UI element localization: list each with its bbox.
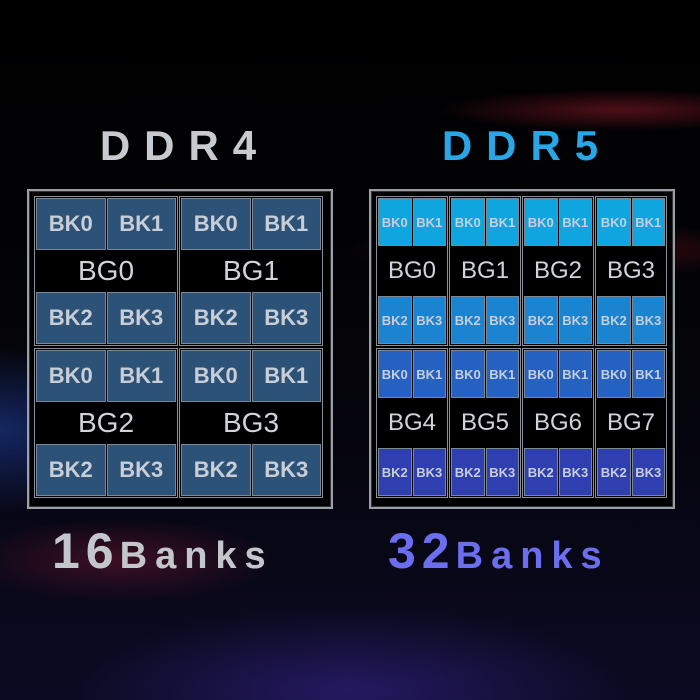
bank-bk2: BK2: [36, 444, 106, 496]
bank-group-label: BG2: [77, 407, 135, 438]
ddr4-bank-count-number: 16: [52, 523, 120, 579]
bank-group-bg0: BK0 BK1 BK2 BK3 BG0: [376, 196, 448, 346]
bank-bk3: BK3: [412, 448, 446, 496]
bank-bk2: BK2: [181, 292, 251, 344]
ddr5-bank-count-number: 32: [388, 523, 456, 579]
bank-group-label: BG5: [460, 409, 510, 436]
ddr4-bank-count: 16Banks: [52, 522, 274, 580]
bank-bk0: BK0: [36, 198, 106, 250]
bank-bk0: BK0: [451, 198, 485, 246]
bank-group-bg5: BK0 BK1 BK2 BK3 BG5: [449, 348, 521, 498]
bank-bk3: BK3: [106, 292, 176, 344]
bank-bk1: BK1: [251, 198, 321, 250]
bank-bk2: BK2: [378, 296, 412, 344]
bank-group-label: BG6: [533, 409, 583, 436]
bank-bk2: BK2: [451, 448, 485, 496]
bank-bk0: BK0: [181, 198, 251, 250]
ddr5-chip-diagram: BK0 BK1 BK2 BK3 BG0 BK0 BK1 BK2 BK3 BG1 BK0 BK1 BK2 B…: [369, 189, 675, 509]
bank-bk1: BK1: [106, 350, 176, 402]
bank-bk0: BK0: [597, 350, 631, 398]
bank-bk2: BK2: [378, 448, 412, 496]
bank-group-bg2: BK0 BK1 BK2 BK3 BG2: [522, 196, 594, 346]
bank-group-bg7: BK0 BK1 BK2 BK3 BG7: [595, 348, 667, 498]
bank-bk2: BK2: [597, 296, 631, 344]
bank-bk1: BK1: [106, 198, 176, 250]
bank-bk2: BK2: [524, 448, 558, 496]
bank-bk0: BK0: [378, 198, 412, 246]
bank-bk2: BK2: [451, 296, 485, 344]
bank-bk1: BK1: [558, 350, 592, 398]
bank-bk3: BK3: [412, 296, 446, 344]
bank-group-bg3: BK0 BK1 BK2 BK3 BG3: [595, 196, 667, 346]
bank-group-label: BG3: [222, 407, 280, 438]
bank-bk0: BK0: [378, 350, 412, 398]
bank-group-label: BG7: [606, 409, 656, 436]
bank-group-label: BG4: [387, 409, 437, 436]
bank-group-bg0: BK0 BK1 BK2 BK3 BG0: [34, 196, 178, 346]
bank-bk3: BK3: [558, 296, 592, 344]
bank-bk3: BK3: [558, 448, 592, 496]
bank-bk0: BK0: [524, 350, 558, 398]
bank-bk1: BK1: [558, 198, 592, 246]
bank-bk1: BK1: [485, 198, 519, 246]
bank-bk0: BK0: [451, 350, 485, 398]
bank-bk1: BK1: [412, 350, 446, 398]
bank-bk0: BK0: [181, 350, 251, 402]
ddr5-bank-count-unit: Banks: [455, 535, 610, 577]
bank-bk3: BK3: [251, 444, 321, 496]
bank-bk1: BK1: [631, 198, 665, 246]
bank-bk0: BK0: [524, 198, 558, 246]
bank-bk3: BK3: [485, 448, 519, 496]
bank-bk2: BK2: [181, 444, 251, 496]
bank-group-bg1: BK0 BK1 BK2 BK3 BG1: [449, 196, 521, 346]
bank-bk2: BK2: [36, 292, 106, 344]
bank-bk3: BK3: [106, 444, 176, 496]
ddr5-bank-count: 32Banks: [388, 522, 610, 580]
bank-group-label: BG0: [387, 257, 437, 284]
bank-bk1: BK1: [631, 350, 665, 398]
bank-group-bg4: BK0 BK1 BK2 BK3 BG4: [376, 348, 448, 498]
ddr5-title: DDR5: [441, 122, 613, 169]
bank-bk2: BK2: [524, 296, 558, 344]
bank-group-bg1: BK0 BK1 BK2 BK3 BG1: [179, 196, 323, 346]
ddr4-title: DDR4: [99, 122, 271, 169]
bank-group-bg3: BK0 BK1 BK2 BK3 BG3: [179, 348, 323, 498]
bank-bk2: BK2: [597, 448, 631, 496]
bank-bk0: BK0: [36, 350, 106, 402]
bank-bk3: BK3: [631, 448, 665, 496]
bank-group-label: BG1: [222, 255, 280, 286]
bank-bk3: BK3: [485, 296, 519, 344]
ddr4-chip-diagram: BK0 BK1 BK2 BK3 BG0 BK0 BK1 BK2 BK3 BG1 BK0 BK1 BK2 B…: [27, 189, 333, 509]
bank-group-label: BG2: [533, 257, 583, 284]
bank-group-label: BG0: [77, 255, 135, 286]
bank-group-bg2: BK0 BK1 BK2 BK3 BG2: [34, 348, 178, 498]
bank-group-label: BG1: [460, 257, 510, 284]
bank-group-bg6: BK0 BK1 BK2 BK3 BG6: [522, 348, 594, 498]
ddr4-bank-count-unit: Banks: [119, 535, 274, 577]
bank-bk1: BK1: [485, 350, 519, 398]
bank-bk1: BK1: [412, 198, 446, 246]
bank-bk0: BK0: [597, 198, 631, 246]
bank-group-label: BG3: [606, 257, 656, 284]
bank-bk3: BK3: [631, 296, 665, 344]
bank-bk3: BK3: [251, 292, 321, 344]
bank-bk1: BK1: [251, 350, 321, 402]
